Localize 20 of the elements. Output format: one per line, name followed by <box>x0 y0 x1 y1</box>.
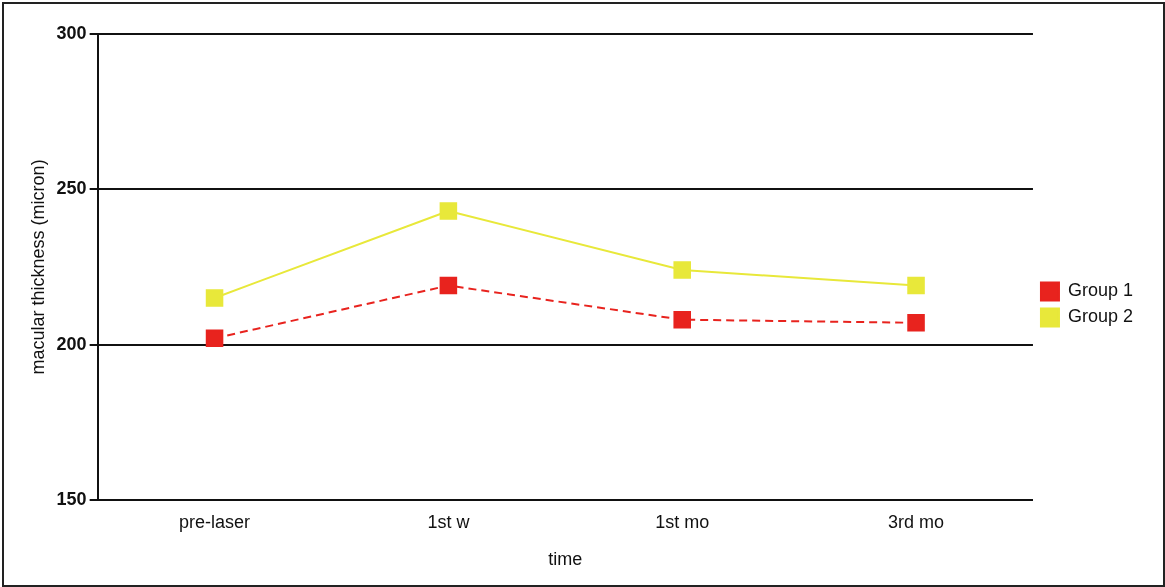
x-tick-label: 3rd mo <box>888 511 945 532</box>
y-tick-label: 150 <box>56 488 87 509</box>
x-tick-label: 1st w <box>427 511 471 532</box>
x-tick-label: pre-laser <box>179 511 251 532</box>
x-tick-label: 1st mo <box>655 511 710 532</box>
y-tick-label: 300 <box>56 22 87 43</box>
point <box>673 310 691 329</box>
point <box>439 202 458 220</box>
y-tick-label: 250 <box>56 178 87 199</box>
point <box>439 276 458 295</box>
point <box>673 261 691 279</box>
point <box>907 276 925 295</box>
x-axis-title: time <box>548 549 583 570</box>
point <box>907 314 925 332</box>
y-tick-label: 200 <box>56 333 87 354</box>
point <box>205 329 224 348</box>
y-axis-title: macular thickness (micron) <box>27 159 48 375</box>
point <box>205 289 224 307</box>
legend-label: Group 1 <box>1067 280 1134 301</box>
legend-label: Group 2 <box>1067 306 1134 327</box>
